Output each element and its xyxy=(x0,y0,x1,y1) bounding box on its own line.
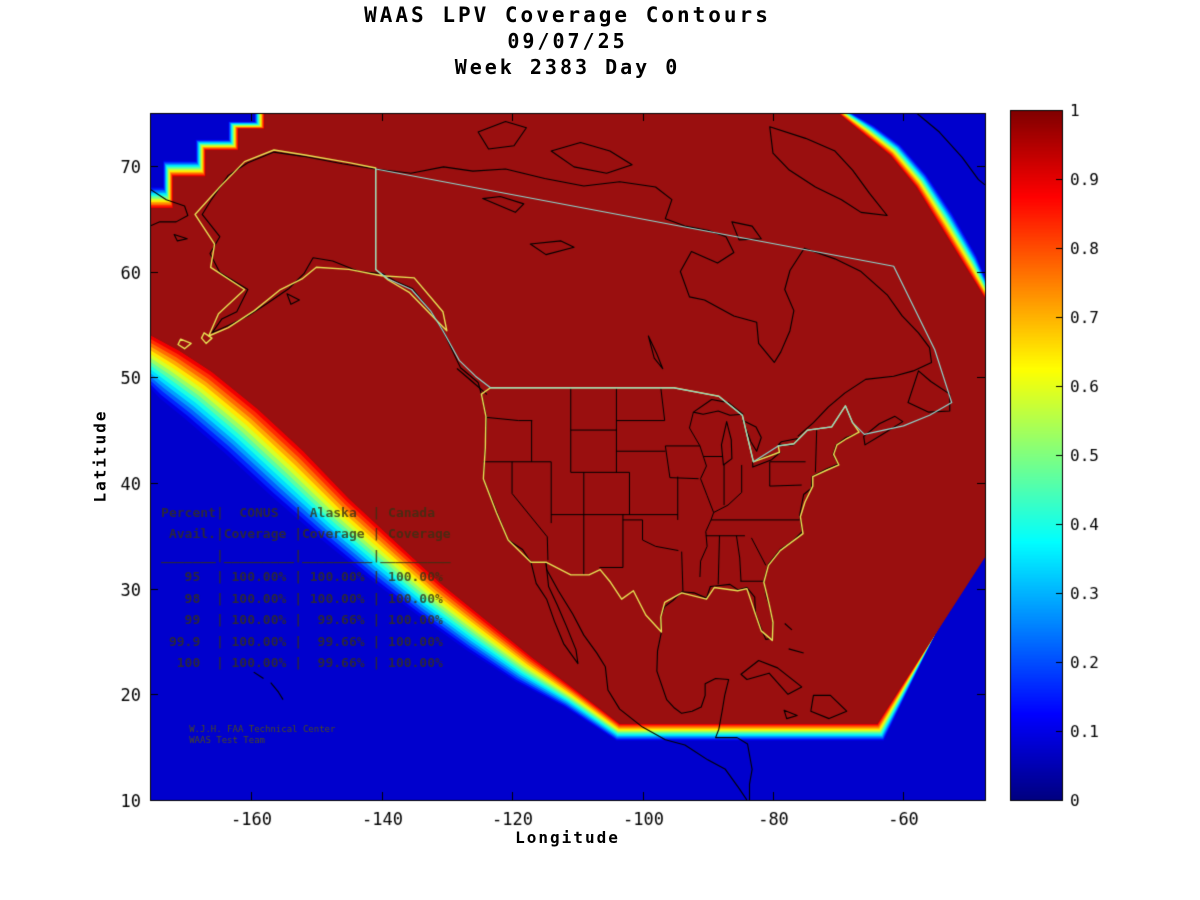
title-block: WAAS LPV Coverage Contours 09/07/25 Week… xyxy=(150,2,985,80)
chart-week-day: Week 2383 Day 0 xyxy=(454,55,681,79)
y-axis-label: Latitude xyxy=(90,409,110,503)
chart-date: 09/07/25 xyxy=(507,29,628,53)
x-axis-label: Longitude xyxy=(515,828,620,847)
chart-title: WAAS LPV Coverage Contours xyxy=(364,3,771,27)
